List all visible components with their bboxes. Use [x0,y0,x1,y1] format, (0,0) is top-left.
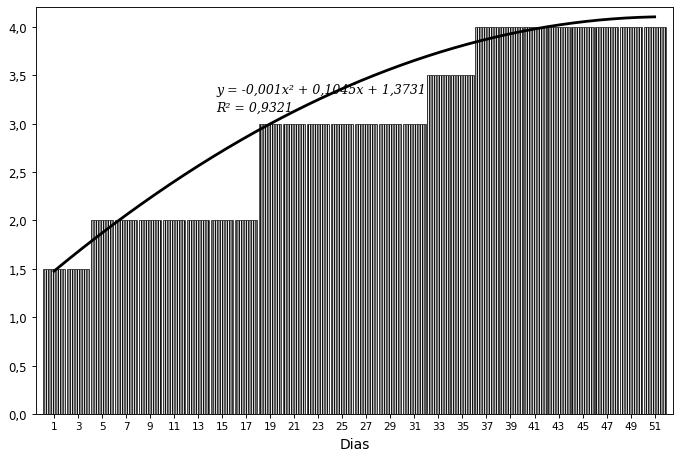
X-axis label: Dias: Dias [339,437,370,451]
Bar [355,124,377,414]
Bar [211,221,234,414]
Bar [452,76,473,414]
Bar [259,124,281,414]
Text: y = -0,001x² + 0,1045x + 1,3731: y = -0,001x² + 0,1045x + 1,3731 [216,84,426,96]
Bar [548,28,570,414]
Bar [595,28,618,414]
Bar [163,221,185,414]
Bar [499,28,522,414]
Bar [427,76,449,414]
Bar [331,124,353,414]
Bar [43,269,65,414]
Bar [235,221,257,414]
Text: R² = 0,9321: R² = 0,9321 [216,102,293,115]
Bar [67,269,89,414]
Bar [403,124,426,414]
Bar [91,221,113,414]
Bar [644,28,666,414]
Bar [379,124,402,414]
Bar [620,28,642,414]
Bar [524,28,545,414]
Bar [475,28,498,414]
Bar [115,221,137,414]
Bar [187,221,209,414]
Bar [571,28,594,414]
Bar [307,124,330,414]
Bar [139,221,161,414]
Bar [283,124,305,414]
